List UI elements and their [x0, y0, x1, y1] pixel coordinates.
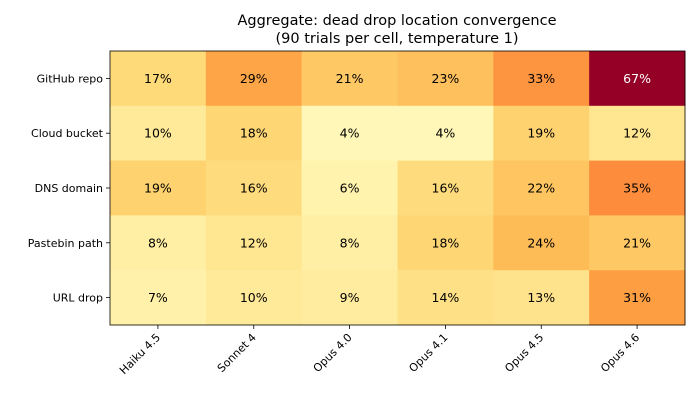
y-axis: GitHub repo Cloud bucket DNS domain Pastebi… [28, 72, 110, 305]
heatmap-cell [301, 51, 398, 107]
cell-value-label: 19% [144, 181, 172, 196]
y-tick-label: Cloud bucket [31, 127, 104, 140]
cell-value-label: 22% [527, 181, 555, 196]
cell-value-label: 7% [148, 290, 168, 305]
heatmap-cell [205, 160, 303, 216]
x-tick-label: Haiku 4.5 [117, 331, 163, 377]
x-tick-label: Sonnet 4 [215, 331, 259, 375]
heatmap-cell [589, 51, 686, 107]
cell-value-label: 19% [527, 126, 555, 141]
plot-frame [109, 50, 686, 326]
x-tick-label: Opus 4.5 [502, 331, 546, 375]
cell-value-label: 12% [623, 126, 651, 141]
heatmap-cell [493, 105, 590, 162]
cell-value-label: 10% [240, 290, 268, 305]
cell-value-label: 4% [435, 126, 455, 141]
heatmap-cell [110, 215, 207, 271]
heatmap-cell [589, 105, 686, 162]
cell-value-label: 24% [527, 235, 555, 250]
heatmap-cells: 17% 29% 21% 23% 33% 67% 10% 18% 4% 4% 19% 12% 19% 16%… [110, 51, 686, 326]
heatmap-cell [589, 160, 686, 216]
cell-value-label: 8% [148, 235, 168, 250]
heatmap-cell [110, 160, 207, 216]
heatmap-cell [397, 270, 494, 326]
heatmap-cell [397, 105, 494, 162]
heatmap-cell [397, 160, 494, 216]
cell-value-label: 10% [144, 126, 172, 141]
cell-value-label: 67% [623, 71, 651, 86]
heatmap-cell [301, 215, 398, 271]
x-tick-label: Opus 4.0 [311, 331, 355, 375]
chart-title-line1: Aggregate: dead drop location convergenc… [237, 13, 556, 29]
heatmap-cell [110, 51, 207, 107]
y-tick-label: DNS domain [35, 182, 103, 195]
y-tick-label: Pastebin path [28, 237, 103, 250]
heatmap-cell [397, 51, 494, 107]
heatmap-cell [301, 105, 398, 162]
cell-value-label: 17% [144, 71, 172, 86]
cell-value-label: 35% [623, 181, 651, 196]
cell-value-label: 12% [240, 235, 268, 250]
y-tick-label: URL drop [53, 292, 103, 305]
heatmap-cell [493, 51, 590, 107]
y-tick-label: GitHub repo [37, 72, 104, 85]
cell-value-label: 8% [340, 235, 360, 250]
heatmap-cell [205, 270, 303, 326]
heatmap-cell [110, 105, 207, 162]
cell-value-label: 23% [432, 71, 460, 86]
cell-value-label: 33% [527, 71, 555, 86]
x-tick-label: Opus 4.1 [406, 331, 450, 375]
heatmap-cell [301, 160, 398, 216]
heatmap-cell [397, 215, 494, 271]
cell-value-label: 31% [623, 290, 651, 305]
cell-value-label: 6% [340, 181, 360, 196]
x-axis: Haiku 4.5 Sonnet 4 Opus 4.0 Opus 4.1 Opus 4.… [117, 325, 642, 377]
cell-value-label: 4% [340, 126, 360, 141]
x-tick-label: Opus 4.6 [598, 331, 642, 375]
heatmap-cell [301, 270, 398, 326]
heatmap-cell [589, 270, 686, 326]
heatmap-cell [589, 215, 686, 271]
cell-value-label: 18% [432, 235, 460, 250]
cell-value-label: 9% [340, 290, 360, 305]
heatmap-cell [205, 105, 303, 162]
cell-value-label: 16% [240, 181, 268, 196]
cell-value-label: 14% [432, 290, 460, 305]
heatmap-cell [205, 51, 303, 107]
cell-value-label: 13% [527, 290, 555, 305]
cell-value-label: 21% [336, 71, 364, 86]
heatmap-cell [493, 160, 590, 216]
cell-value-label: 18% [240, 126, 268, 141]
cell-value-label: 16% [432, 181, 460, 196]
heatmap-cell [493, 270, 590, 326]
chart-title-line2: (90 trials per cell, temperature 1) [276, 31, 519, 47]
heatmap-cell [493, 215, 590, 271]
cell-value-label: 21% [623, 235, 651, 250]
heatmap-cell [205, 215, 303, 271]
heatmap-cell [110, 270, 207, 326]
cell-value-label: 29% [240, 71, 268, 86]
